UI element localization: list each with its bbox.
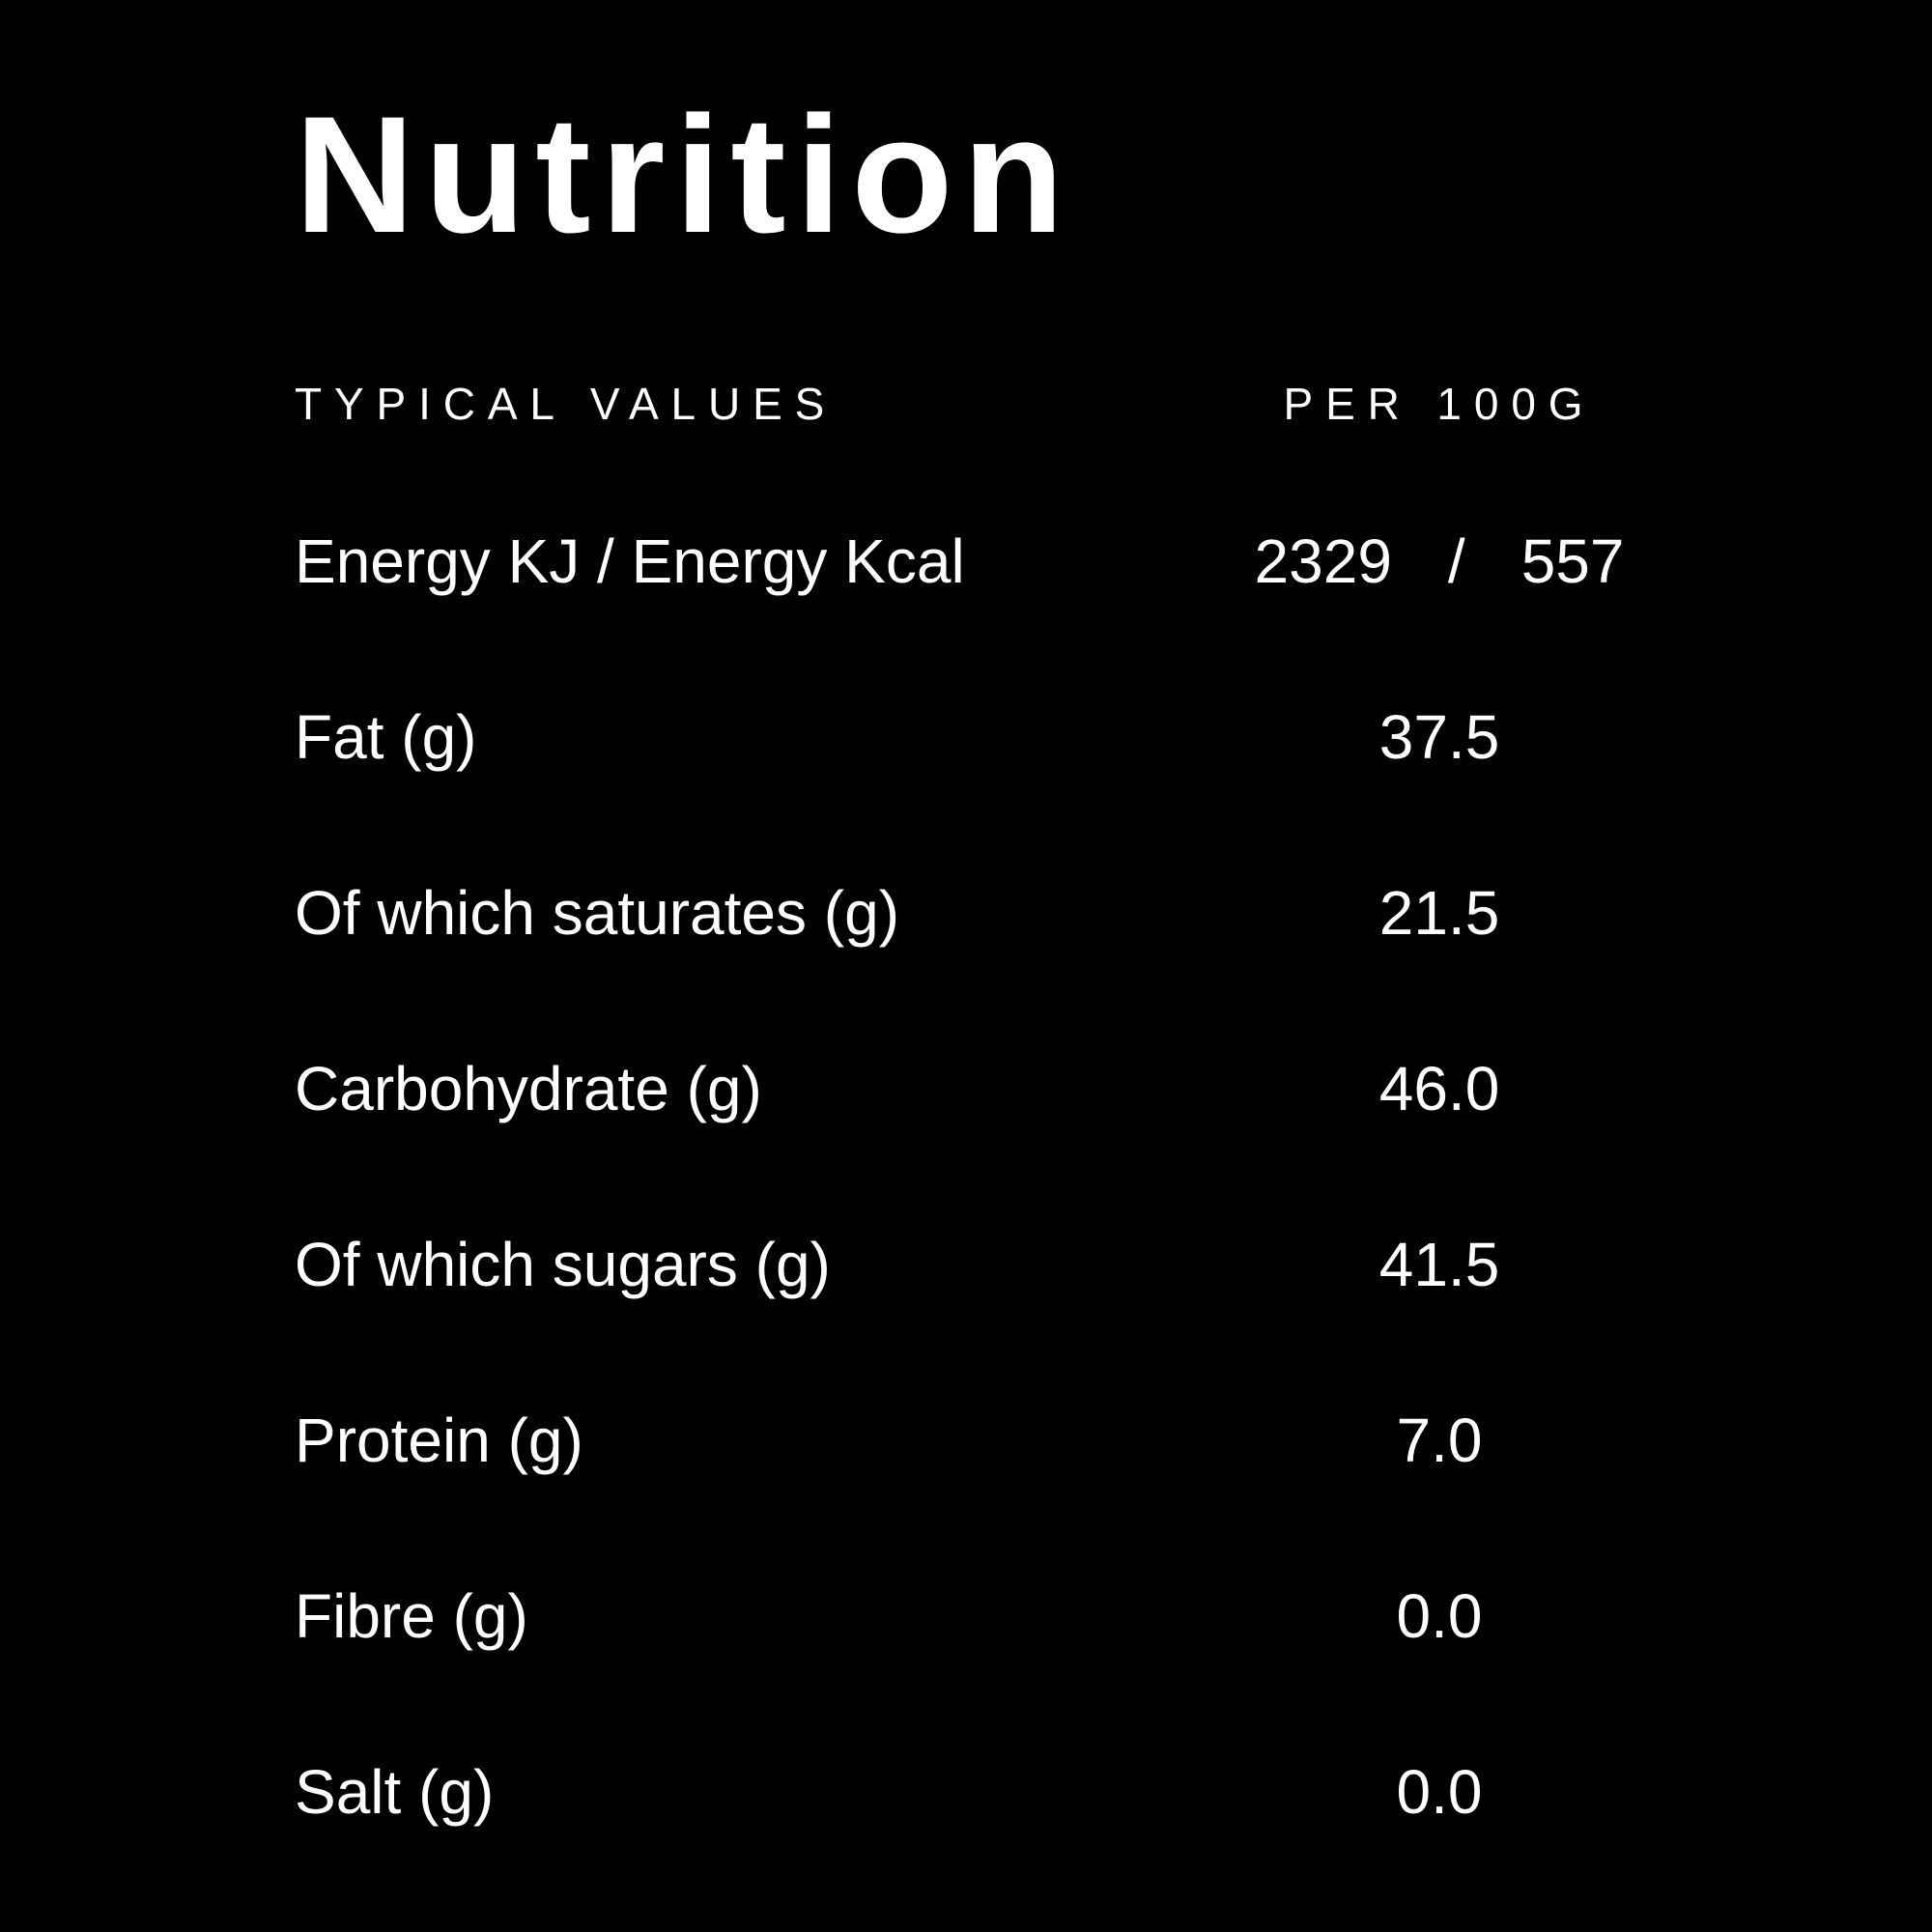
table-row: Fat (g) 37.5 (295, 649, 1932, 825)
table-row: Of which sugars (g) 41.5 (295, 1177, 1932, 1352)
row-value: 46.0 (1378, 1054, 1500, 1123)
row-value: 2329 / 557 (1150, 526, 1729, 597)
row-value-part: 557 (1520, 526, 1625, 596)
table-header-row: TYPICAL VALUES PER 100G (295, 333, 1932, 473)
column-header-per-100g: PER 100G (1283, 378, 1596, 429)
row-value-part: 2329 (1254, 526, 1392, 596)
table-row: Fibre (g) 0.0 (295, 1528, 1932, 1704)
row-label: Energy KJ / Energy Kcal (295, 526, 965, 596)
value-separator: / (1447, 526, 1465, 596)
row-label: Salt (g) (295, 1757, 495, 1827)
row-label: Carbohydrate (g) (295, 1054, 762, 1123)
row-label: Protein (g) (295, 1406, 583, 1475)
table-row: Salt (g) 0.0 (295, 1704, 1932, 1880)
row-value: 41.5 (1378, 1230, 1500, 1299)
table-body: Energy KJ / Energy Kcal 2329 / 557 Fat (g) 37… (295, 473, 1932, 1880)
row-value: 0.0 (1396, 1581, 1483, 1651)
page-title: Nutrition (295, 82, 1074, 268)
nutrition-table: TYPICAL VALUES PER 100G Energy KJ / Ener… (0, 333, 1932, 1880)
table-row: Protein (g) 7.0 (295, 1352, 1932, 1528)
table-row: Carbohydrate (g) 46.0 (295, 1001, 1932, 1177)
row-label: Fibre (g) (295, 1581, 528, 1651)
row-value: 37.5 (1378, 702, 1500, 772)
table-row: Of which saturates (g) 21.5 (295, 825, 1932, 1001)
row-label: Fat (g) (295, 702, 477, 772)
column-header-typical-values: TYPICAL VALUES (295, 378, 838, 429)
row-value: 7.0 (1396, 1406, 1483, 1475)
row-label: Of which sugars (g) (295, 1230, 831, 1299)
table-row: Energy KJ / Energy Kcal 2329 / 557 (295, 473, 1932, 649)
row-label: Of which saturates (g) (295, 878, 899, 948)
row-value: 0.0 (1396, 1757, 1483, 1827)
row-value: 21.5 (1378, 878, 1500, 948)
